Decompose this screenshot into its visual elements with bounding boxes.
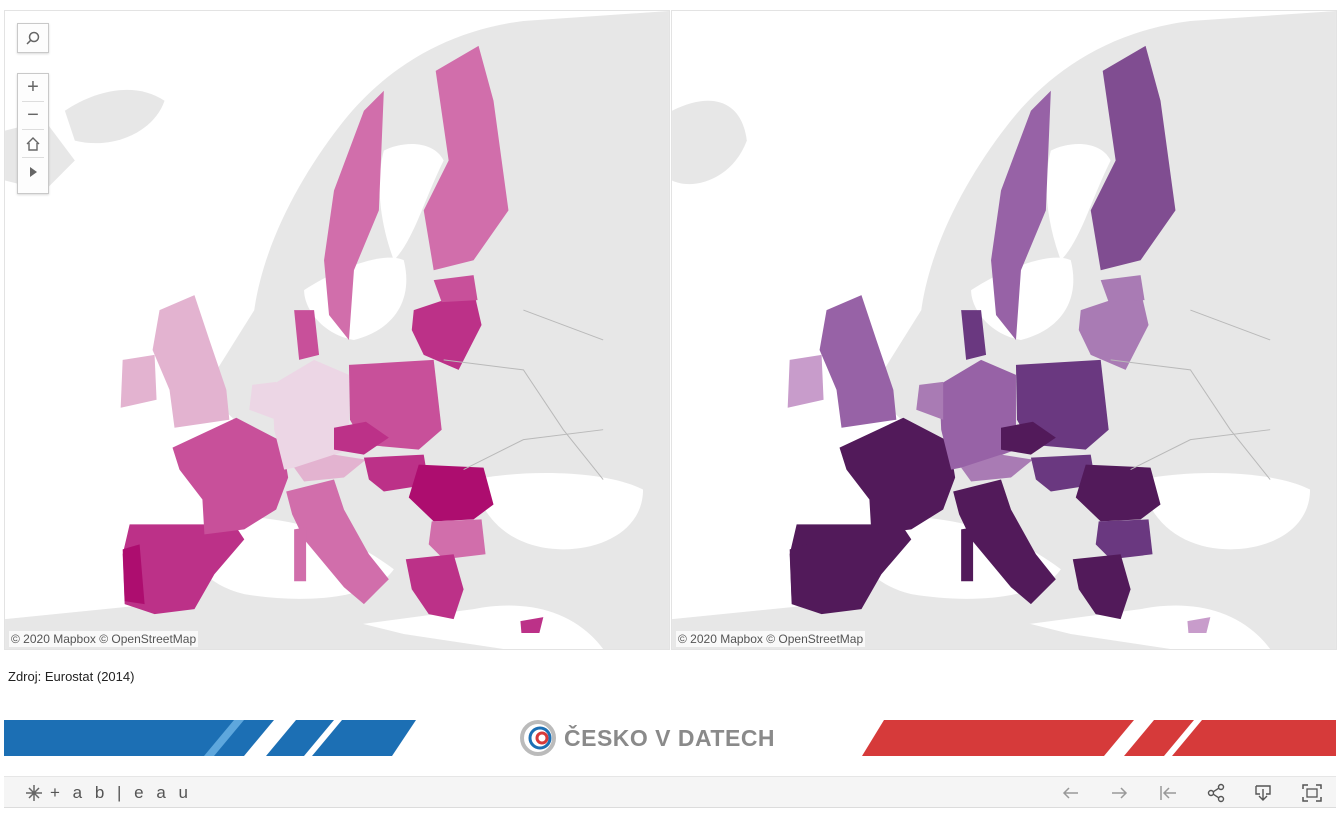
zoom-out-icon: −: [27, 104, 39, 126]
fullscreen-button[interactable]: [1300, 781, 1324, 805]
map-search-button[interactable]: [17, 23, 49, 53]
country-romania: [408, 464, 494, 522]
country-hungary: [1030, 454, 1096, 492]
map-left-canvas: [5, 11, 669, 649]
share-button[interactable]: [1204, 781, 1228, 805]
country-ireland: [120, 354, 157, 408]
download-icon: [1255, 785, 1271, 801]
revert-icon: [1160, 786, 1176, 800]
country-spain: [122, 524, 245, 615]
country-greece: [1072, 554, 1131, 620]
country-sardinia: [961, 527, 974, 582]
country-czechia: [1001, 421, 1056, 455]
map-right-canvas: [672, 11, 1336, 649]
tableau-logo-text: + a b | e a u: [50, 783, 192, 802]
country-germany: [939, 359, 1016, 470]
map-left[interactable]: + − © 2020 Mapbox © OpenStreetMap: [4, 10, 670, 650]
zoom-controls: + −: [17, 73, 49, 194]
country-baltics: [411, 290, 482, 370]
map-attribution: © 2020 Mapbox © OpenStreetMap: [676, 631, 866, 647]
country-finland: [1090, 45, 1176, 271]
search-icon: [26, 31, 40, 45]
zoom-in-icon: +: [27, 76, 39, 98]
country-sardinia: [294, 527, 307, 582]
redo-button[interactable]: [1107, 781, 1131, 805]
country-sweden: [991, 90, 1051, 340]
country-romania: [1075, 464, 1161, 522]
country-portugal: [789, 544, 812, 605]
country-estonia: [1100, 275, 1145, 303]
country-austria: [961, 454, 1033, 482]
country-bulgaria: [1095, 519, 1153, 560]
home-button[interactable]: [18, 130, 48, 157]
country-hungary: [363, 454, 429, 492]
tableau-logo-icon: [26, 785, 42, 801]
country-cyprus: [520, 617, 544, 634]
revert-button[interactable]: [1156, 781, 1180, 805]
country-austria: [294, 454, 366, 482]
country-czechia: [334, 421, 389, 455]
country-cyprus: [1187, 617, 1211, 634]
country-finland: [423, 45, 509, 271]
country-benelux: [916, 381, 944, 420]
country-spain: [789, 524, 912, 615]
country-uk: [819, 295, 897, 428]
country-ireland: [787, 354, 824, 408]
country-sweden: [324, 90, 384, 340]
zoom-in-button[interactable]: +: [18, 74, 48, 101]
country-denmark: [961, 310, 987, 360]
country-estonia: [433, 275, 478, 303]
country-italy: [286, 479, 389, 605]
map-attribution: © 2020 Mapbox © OpenStreetMap: [9, 631, 199, 647]
play-button[interactable]: [18, 158, 48, 185]
undo-icon: [1062, 787, 1078, 799]
share-icon: [1207, 783, 1225, 803]
brand-logo-icon: [520, 720, 556, 756]
zoom-out-button[interactable]: −: [18, 102, 48, 129]
brand-name: ČESKO V DATECH: [564, 725, 776, 751]
download-button[interactable]: [1251, 781, 1275, 805]
country-france: [172, 417, 289, 535]
tableau-logo[interactable]: + a b | e a u: [24, 783, 192, 803]
country-greece: [405, 554, 464, 620]
map-right[interactable]: © 2020 Mapbox © OpenStreetMap: [671, 10, 1337, 650]
country-france: [839, 417, 956, 535]
country-baltics: [1078, 290, 1149, 370]
brand-banner: [4, 720, 1336, 756]
country-germany: [272, 359, 349, 470]
zoom-divider: [22, 157, 44, 158]
country-benelux: [249, 381, 277, 420]
play-icon: [30, 166, 37, 177]
zoom-divider: [22, 129, 44, 130]
country-denmark: [294, 310, 320, 360]
country-uk: [152, 295, 230, 428]
source-note: Zdroj: Eurostat (2014): [8, 669, 135, 684]
zoom-divider: [22, 101, 44, 102]
country-bulgaria: [428, 519, 486, 560]
country-portugal: [122, 544, 145, 605]
fullscreen-icon: [1302, 784, 1322, 802]
home-icon: [26, 136, 40, 151]
redo-icon: [1112, 787, 1128, 799]
tableau-toolbar: + a b | e a u: [4, 776, 1336, 808]
undo-button[interactable]: [1059, 781, 1083, 805]
country-italy: [953, 479, 1056, 605]
